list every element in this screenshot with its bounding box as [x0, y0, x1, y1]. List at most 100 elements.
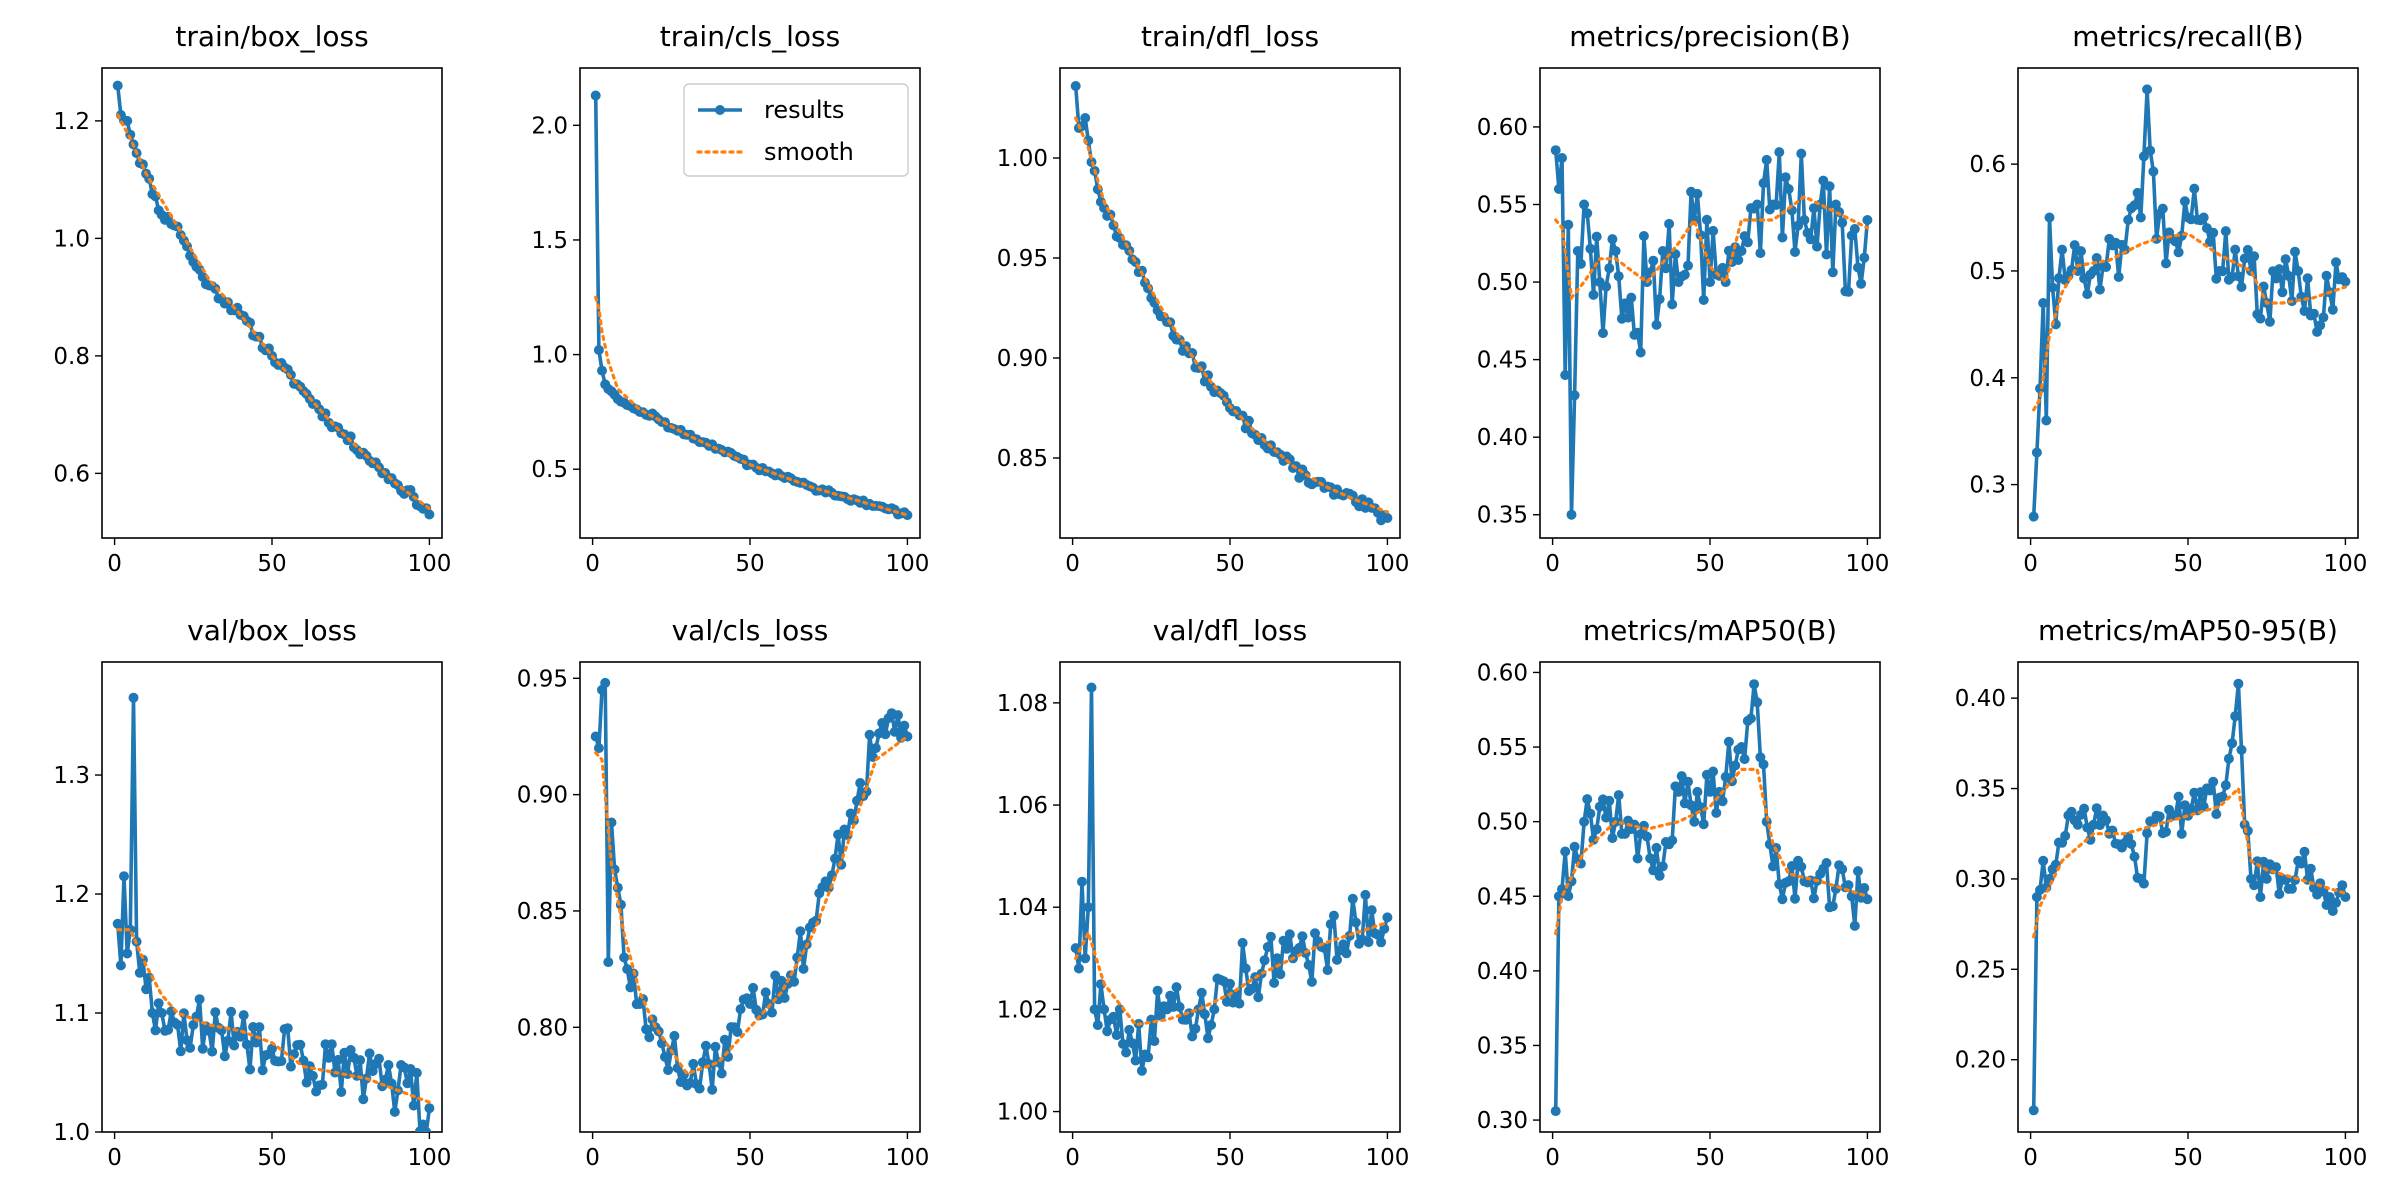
results-point [2321, 270, 2332, 281]
y-tick-label: 0.80 [517, 1015, 568, 1041]
results-line [2031, 681, 2348, 1111]
y-tick-label: 0.55 [1477, 193, 1528, 219]
results-point [2091, 253, 2102, 263]
results-point [1620, 298, 1630, 309]
results-point [2264, 316, 2275, 327]
results-point [1086, 682, 1097, 693]
results-point [2255, 313, 2266, 324]
results-point [688, 1058, 699, 1069]
results-point [2340, 892, 2351, 902]
x-tick-label: 0 [107, 551, 122, 577]
subplot-title: train/box_loss [175, 20, 368, 53]
results-point [641, 1024, 652, 1035]
results-point [1557, 153, 1567, 163]
smooth-line [1074, 116, 1390, 514]
y-tick-label: 1.06 [997, 793, 1048, 819]
results-point [2076, 246, 2086, 257]
results-point [197, 1043, 208, 1054]
series-results [1550, 145, 1873, 520]
x-tick-label: 100 [2323, 551, 2367, 577]
y-tick-label: 0.45 [1477, 348, 1528, 374]
results-point [1281, 943, 1292, 954]
results-point [1843, 880, 1854, 891]
results-point [1328, 910, 1339, 921]
smooth-line [116, 928, 431, 1104]
x-tick-label: 100 [1365, 551, 1409, 577]
y-tick-label: 1.0 [531, 343, 568, 369]
results-point [2340, 276, 2351, 287]
results-point [1808, 893, 1819, 904]
results-point [2286, 883, 2297, 894]
results-point [1862, 215, 1873, 225]
x-tick-label: 0 [1545, 1145, 1560, 1171]
x-tick-label: 50 [257, 551, 286, 577]
results-point [1171, 982, 1182, 993]
results-point [593, 743, 604, 754]
results-point [1566, 509, 1577, 520]
results-point [660, 1051, 670, 1062]
results-point [619, 952, 630, 963]
results-point [185, 1042, 196, 1053]
results-point [1846, 891, 1857, 902]
subplot-title: val/box_loss [187, 614, 357, 647]
results-point [2088, 266, 2099, 276]
x-tick-label: 100 [885, 1145, 929, 1171]
y-tick-label: 0.60 [1477, 660, 1528, 686]
subplot-train-cls-loss: train/cls_loss 0 50 100 0.5 1.0 1.5 2.0 results s… [531, 20, 929, 577]
x-tick-label: 0 [1065, 1145, 1080, 1171]
results-point [1149, 1036, 1160, 1047]
x-tick-label: 0 [585, 551, 600, 577]
y-tick-label: 0.30 [1477, 1108, 1528, 1134]
results-point [1347, 893, 1358, 904]
results-point [732, 1027, 743, 1037]
results-point [2233, 678, 2244, 689]
y-tick-label: 1.04 [997, 895, 1048, 921]
subplot-title: metrics/mAP50-95(B) [2038, 614, 2338, 647]
results-point [326, 1039, 337, 1050]
y-tick-label: 0.3 [1969, 473, 2006, 499]
results-point [1683, 776, 1693, 787]
results-point [424, 1103, 435, 1114]
results-point [1708, 225, 1719, 236]
y-tick-label: 0.6 [1969, 152, 2006, 178]
smooth-line [1554, 194, 1870, 302]
results-point [1853, 866, 1863, 877]
results-point [1723, 736, 1734, 747]
results-point [1777, 894, 1788, 905]
results-point [2277, 287, 2288, 298]
results-point [2069, 240, 2080, 251]
results-point [1771, 199, 1782, 210]
y-tick-label: 0.25 [1955, 957, 2006, 983]
results-point [2305, 863, 2316, 874]
results-point [707, 1084, 718, 1095]
x-tick-label: 0 [1545, 551, 1560, 577]
x-tick-label: 100 [1845, 1145, 1889, 1171]
results-point [2145, 145, 2156, 156]
results-point [644, 1032, 655, 1043]
results-point [2072, 819, 2083, 830]
results-point [2038, 855, 2049, 866]
results-point [1856, 278, 1867, 289]
results-point [2242, 244, 2253, 255]
results-point [1742, 237, 1753, 248]
results-point [119, 871, 129, 882]
y-tick-label: 0.5 [1969, 259, 2006, 285]
x-tick-label: 0 [107, 1145, 122, 1171]
results-point [893, 710, 903, 721]
results-point [1824, 181, 1835, 192]
subplot-metrics-map50-95-b: metrics/mAP50-95(B) 0 50 100 0.20 0.25 0.30 0.3… [1955, 614, 2368, 1171]
results-point [2038, 298, 2049, 308]
results-point [735, 1004, 746, 1015]
results-point [2283, 270, 2294, 281]
y-tick-label: 0.35 [1477, 1033, 1528, 1059]
results-point [1247, 983, 1257, 994]
results-point [156, 1008, 167, 1018]
results-point [1805, 234, 1816, 245]
results-point [1657, 246, 1668, 256]
results-point [700, 1040, 711, 1051]
results-point [1130, 1055, 1141, 1066]
results-point [1768, 861, 1778, 872]
y-tick-label: 0.40 [1477, 959, 1528, 985]
results-point [1783, 876, 1794, 887]
results-point [1099, 203, 1110, 213]
